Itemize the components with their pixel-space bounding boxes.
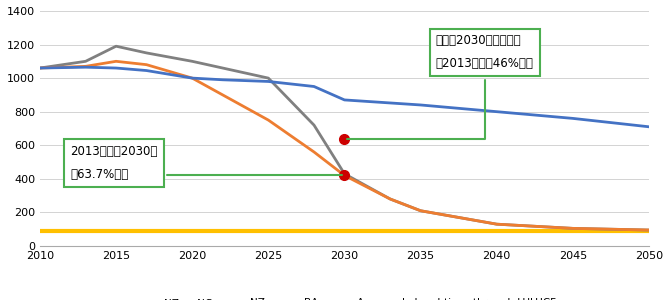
NZ — [264, 118, 272, 122]
NZ — [645, 228, 653, 232]
NZ — [492, 222, 500, 226]
NZ_noNC — [218, 66, 226, 70]
NZ_noNC — [188, 59, 196, 63]
NZ — [417, 209, 425, 212]
NZ_noNC — [386, 197, 394, 201]
NZ — [386, 197, 394, 201]
BA — [112, 66, 120, 70]
NZ_noNC — [340, 172, 348, 175]
NZ_noNC — [569, 226, 577, 230]
BA — [264, 80, 272, 83]
NZ — [569, 226, 577, 230]
NZ_noNC — [310, 123, 318, 127]
BA — [310, 85, 318, 88]
BA — [188, 76, 196, 80]
NZ — [218, 93, 226, 97]
BA — [417, 103, 425, 107]
BA — [143, 69, 151, 72]
BA — [340, 98, 348, 102]
NZ_noNC — [264, 76, 272, 80]
NZ_noNC — [645, 228, 653, 232]
NZ — [82, 64, 90, 68]
Legend: NZ_noNC, NZ, BA, Assumed absorbtions through LULUCF: NZ_noNC, NZ, BA, Assumed absorbtions thr… — [129, 293, 559, 300]
BA — [82, 65, 90, 69]
NZ_noNC — [82, 59, 90, 63]
BA — [218, 78, 226, 82]
NZ — [112, 59, 120, 63]
Text: 日本の2030年新削減目
標2013年対比46%削減: 日本の2030年新削減目 標2013年対比46%削減 — [347, 34, 534, 139]
NZ — [340, 174, 348, 177]
NZ — [143, 63, 151, 67]
NZ — [188, 76, 196, 80]
NZ_noNC — [492, 222, 500, 226]
NZ_noNC — [143, 51, 151, 55]
NZ — [310, 150, 318, 154]
NZ_noNC — [36, 66, 44, 70]
Line: NZ_noNC: NZ_noNC — [40, 46, 649, 230]
BA — [36, 66, 44, 70]
BA — [569, 117, 577, 120]
BA — [492, 110, 500, 113]
Line: BA: BA — [40, 67, 649, 127]
NZ_noNC — [417, 209, 425, 212]
Line: NZ: NZ — [40, 61, 649, 230]
BA — [645, 125, 653, 129]
Text: 2013年対比2030年
に63.7%削減: 2013年対比2030年 に63.7%削減 — [70, 145, 342, 181]
NZ_noNC — [112, 44, 120, 48]
NZ — [36, 66, 44, 70]
